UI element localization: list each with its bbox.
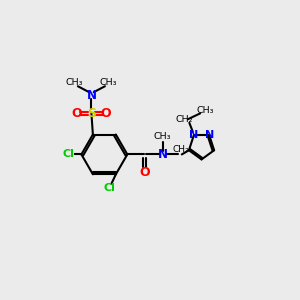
Text: CH₃: CH₃ bbox=[154, 132, 171, 141]
Text: Cl: Cl bbox=[62, 149, 74, 159]
Text: O: O bbox=[139, 166, 150, 179]
Text: N: N bbox=[158, 148, 168, 161]
Text: N: N bbox=[188, 130, 198, 140]
Text: N: N bbox=[86, 88, 96, 102]
Text: Cl: Cl bbox=[103, 183, 115, 194]
Text: N: N bbox=[205, 130, 214, 140]
Text: O: O bbox=[71, 107, 82, 120]
Text: O: O bbox=[101, 107, 111, 120]
Text: CH₂: CH₂ bbox=[176, 115, 193, 124]
Text: CH₂: CH₂ bbox=[172, 145, 189, 154]
Text: CH₃: CH₃ bbox=[197, 106, 214, 115]
Text: CH₃: CH₃ bbox=[100, 79, 117, 88]
Text: CH₃: CH₃ bbox=[66, 79, 83, 88]
Text: S: S bbox=[87, 107, 96, 120]
